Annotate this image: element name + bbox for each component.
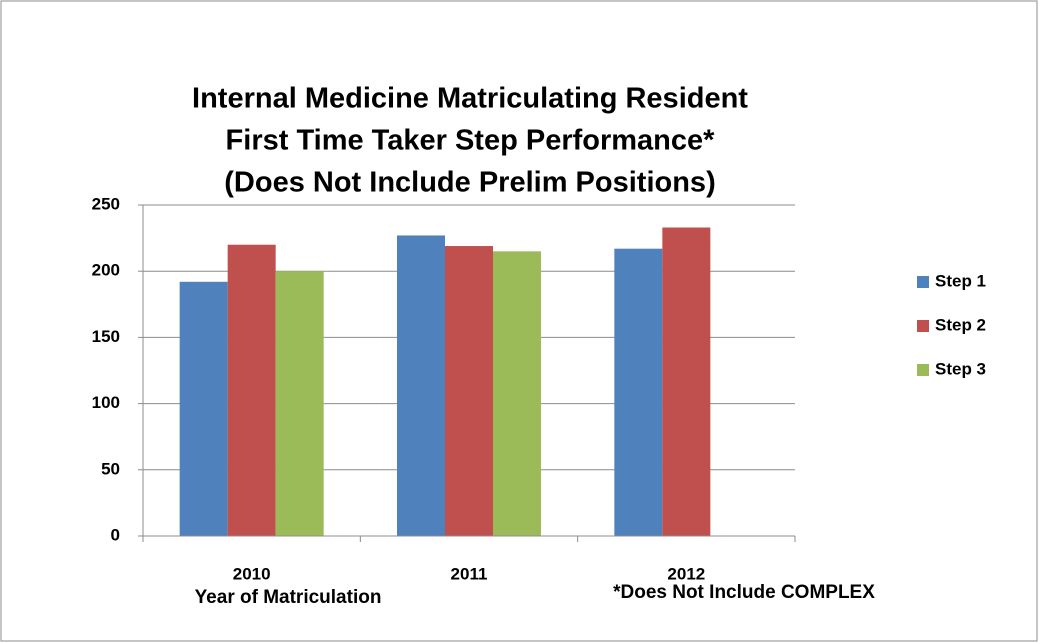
bar <box>614 248 663 536</box>
bar <box>227 244 276 536</box>
bar <box>275 271 324 536</box>
legend-swatch <box>917 276 929 288</box>
legend-swatch <box>917 320 929 332</box>
chart-title: Internal Medicine Matriculating Resident <box>192 83 748 115</box>
bar <box>179 281 228 536</box>
legend-label: Step 1 <box>935 271 986 290</box>
x-axis-title: Year of Matriculation <box>195 587 382 608</box>
y-tick-label: 150 <box>92 327 120 346</box>
x-tick-label: 2010 <box>233 564 271 583</box>
bar <box>445 246 493 536</box>
y-tick-label: 100 <box>92 393 120 412</box>
chart-title: First Time Taker Step Performance* <box>226 125 716 157</box>
bar <box>397 235 445 536</box>
y-tick-label: 250 <box>92 194 120 213</box>
bar <box>662 227 711 536</box>
y-tick-label: 50 <box>101 459 120 478</box>
chart-title: (Does Not Include Prelim Positions) <box>224 167 715 199</box>
annotation: *Does Not Include COMPLEX <box>613 582 875 603</box>
x-tick-label: 2012 <box>667 564 705 583</box>
legend-label: Step 3 <box>935 359 986 378</box>
y-tick-label: 200 <box>92 261 120 280</box>
legend-label: Step 2 <box>935 315 986 334</box>
y-tick-label: 0 <box>111 525 120 544</box>
bar <box>493 251 541 536</box>
legend-swatch <box>917 364 929 376</box>
x-tick-label: 2011 <box>451 564 488 583</box>
